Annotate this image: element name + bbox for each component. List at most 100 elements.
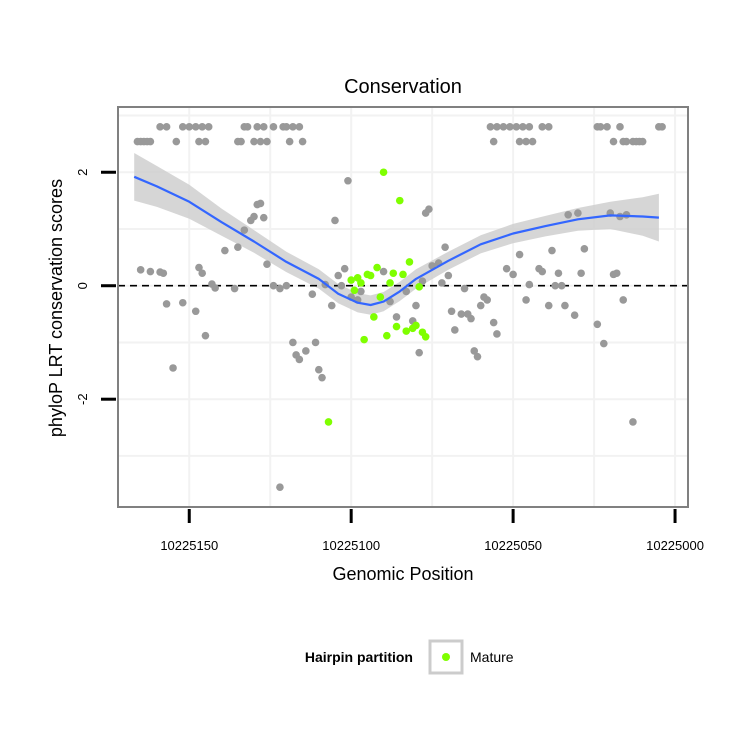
plot-frame [117,106,689,508]
data-point-other [476,301,485,310]
data-point-other [344,176,352,185]
data-point-other [603,123,611,131]
data-point-mature [366,271,375,280]
data-point-mature [389,269,398,278]
data-point-other [314,365,323,374]
data-point-other [198,269,207,278]
data-point-other [295,355,304,364]
data-point-other [392,313,401,321]
data-point-other [402,287,411,296]
data-point-other [282,123,291,131]
smooth-line-layer [133,175,659,307]
data-point-other [178,298,187,307]
data-point-other [156,123,164,131]
data-point-other [169,364,177,372]
data-point-mature [402,327,411,335]
data-point-other [191,123,200,131]
y-axis: -2 0 2 [75,169,116,405]
data-point-other [447,307,456,316]
data-point-other [629,418,637,426]
data-point-other [172,137,181,146]
data-point-mature [347,276,355,284]
data-point-other [451,326,459,334]
data-point-mature [383,331,391,340]
data-point-other [441,243,449,251]
data-point-other [538,267,547,276]
data-point-other [425,205,433,213]
legend-key-mature-dot [442,653,450,661]
data-point-other [337,281,346,290]
data-point-other [438,279,446,287]
data-point-other [204,123,213,131]
data-point-other [515,137,524,146]
data-point-other [612,269,621,278]
data-point-mature [399,270,407,279]
data-point-mature [376,293,385,301]
data-point-mature [350,286,359,295]
data-point-other [178,123,187,131]
data-point-other [638,137,647,146]
data-point-other [198,123,207,131]
data-point-mature [373,263,381,272]
data-point-other [522,137,530,146]
data-point-mature [392,322,401,331]
data-point-other [467,314,475,323]
data-point-other [551,281,560,290]
data-point-other [658,123,666,131]
data-point-other [557,281,566,290]
data-point-other [263,260,271,268]
data-point-other [191,307,200,316]
data-point-other [412,301,420,310]
data-point-other [146,267,155,276]
data-point-other [528,137,537,146]
data-point-other [259,213,268,222]
data-point-other [574,209,582,217]
data-point-other [308,290,317,299]
data-point-other [622,137,631,146]
data-point-other [554,269,563,278]
data-point-other [619,296,628,304]
y-tick-label: 2 [75,169,90,176]
data-point-other [276,483,284,491]
data-point-other [483,296,492,304]
legend-title: Hairpin partition [305,649,413,665]
data-point-other [250,137,258,146]
data-point-other [457,310,466,318]
data-point-other [195,263,203,272]
data-point-other [506,123,514,131]
data-point-other [522,296,530,304]
data-point-mature [412,321,420,330]
data-point-other [548,246,556,255]
x-tick-label: 10225100 [322,538,380,553]
data-point-other [340,264,349,273]
data-point-other [185,123,194,131]
data-point-other [256,137,265,146]
data-point-other [473,352,482,361]
data-point-mature [405,258,414,266]
data-point-other [415,348,423,357]
x-axis: 10225150 10225100 10225050 10225000 [160,509,704,553]
data-point-other [263,137,271,146]
data-point-other [561,301,569,310]
data-point-other [298,137,307,146]
data-point-other [289,123,297,131]
data-point-other [509,270,517,279]
data-point-other [489,137,498,146]
data-point-other [230,284,239,293]
y-axis-label: phyloP LRT conservation scores [46,179,66,437]
data-point-other [538,123,547,131]
data-point-other [580,245,589,253]
data-point-other [493,330,501,338]
data-point-other [240,226,249,234]
data-point-mature [386,279,394,287]
data-point-other [162,123,171,131]
data-point-other [570,311,579,320]
data-point-other [311,338,320,347]
x-axis-label: Genomic Position [332,564,473,584]
data-point-other [253,123,262,131]
data-point-other [327,301,336,310]
data-point-other [259,123,268,131]
data-point-other [331,216,339,225]
mature-points-layer [324,168,430,426]
plot-background [118,107,688,507]
